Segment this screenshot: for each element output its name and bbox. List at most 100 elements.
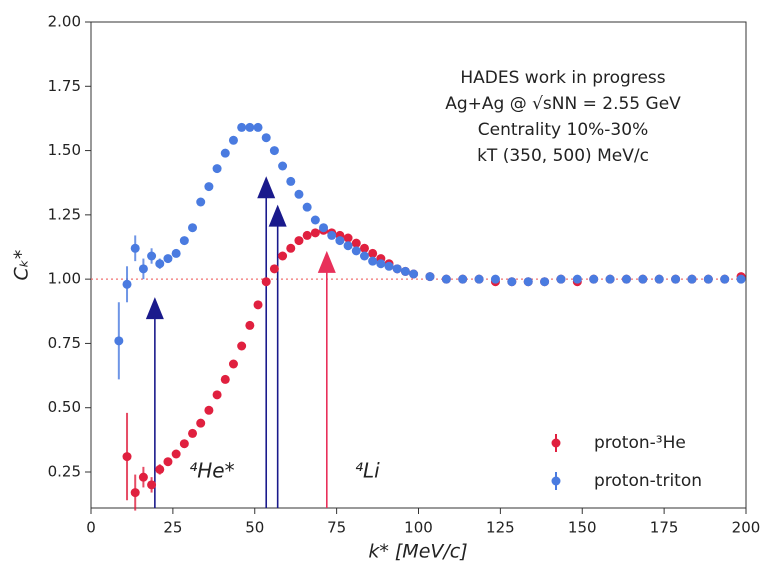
data-point: [687, 274, 697, 284]
data-point: [540, 277, 550, 287]
annotation: HADES work in progress: [460, 68, 665, 88]
data-point: [359, 243, 369, 253]
data-point: [220, 374, 230, 384]
y-tick-label: 1.50: [48, 141, 81, 159]
data-point: [261, 277, 271, 287]
data-point: [269, 146, 279, 156]
x-tick-label: 200: [732, 519, 761, 537]
annotation: Centrality 10%-30%: [478, 120, 648, 140]
data-point: [703, 274, 713, 284]
data-point: [654, 274, 664, 284]
x-tick-label: 150: [568, 519, 597, 537]
data-point: [179, 236, 189, 246]
y-tick-label: 0.75: [48, 334, 81, 352]
x-tick-label: 175: [650, 519, 679, 537]
data-point: [196, 197, 206, 207]
data-point: [138, 472, 148, 482]
legend-label: proton-³He: [594, 433, 686, 453]
legend-marker: [551, 476, 561, 486]
y-axis-label: Cₖ*: [11, 250, 33, 281]
data-point: [155, 259, 165, 269]
data-point: [228, 135, 238, 145]
data-point: [171, 449, 181, 459]
data-point: [204, 405, 214, 415]
data-point: [327, 230, 337, 240]
arrow-head: [317, 250, 336, 273]
data-point: [237, 122, 247, 132]
data-point: [212, 164, 222, 174]
data-point: [163, 254, 173, 264]
data-point: [523, 277, 533, 287]
annotation: Ag+Ag @ √sNN = 2.55 GeV: [445, 94, 681, 114]
data-point: [359, 251, 369, 261]
data-point: [310, 228, 320, 238]
data-point: [294, 189, 304, 199]
arrow-head: [268, 204, 287, 227]
data-point: [409, 269, 419, 279]
region-label: ⁴He*: [189, 459, 234, 483]
y-tick-label: 0.50: [48, 398, 81, 416]
data-point: [384, 261, 394, 271]
region-label: ⁴Li: [355, 459, 380, 483]
data-point: [343, 233, 353, 243]
data-point: [171, 248, 181, 258]
data-point: [261, 133, 271, 143]
data-point: [319, 223, 329, 233]
data-point: [212, 390, 222, 400]
data-point: [507, 277, 517, 287]
data-point: [147, 480, 157, 490]
data-point: [425, 272, 435, 282]
data-point: [556, 274, 566, 284]
data-point: [376, 259, 386, 269]
data-point: [720, 274, 730, 284]
arrow-head: [145, 297, 164, 320]
data-point: [490, 274, 500, 284]
data-point: [253, 300, 263, 310]
data-point: [138, 264, 148, 274]
data-point: [671, 274, 681, 284]
data-point: [130, 243, 140, 253]
data-point: [400, 266, 410, 276]
data-point: [368, 248, 378, 258]
x-tick-label: 50: [245, 519, 264, 537]
data-point: [188, 428, 198, 438]
data-point: [343, 241, 353, 251]
annotation: kT (350, 500) MeV/c: [477, 146, 649, 166]
data-point: [392, 264, 402, 274]
data-point: [621, 274, 631, 284]
data-point: [441, 274, 451, 284]
data-point: [269, 264, 279, 274]
data-point: [302, 230, 312, 240]
data-point: [286, 243, 296, 253]
x-tick-label: 0: [86, 519, 96, 537]
data-point: [589, 274, 599, 284]
y-tick-label: 1.00: [48, 270, 81, 288]
data-point: [286, 176, 296, 186]
arrow-head: [257, 176, 276, 199]
y-tick-label: 1.25: [48, 205, 81, 223]
x-tick-label: 75: [327, 519, 346, 537]
data-point: [179, 439, 189, 449]
y-tick-label: 0.25: [48, 463, 81, 481]
data-point: [204, 182, 214, 192]
data-point: [572, 274, 582, 284]
data-point: [220, 148, 230, 158]
data-point: [147, 251, 157, 261]
data-point: [130, 488, 140, 498]
data-point: [736, 274, 746, 284]
data-point: [351, 238, 361, 248]
x-tick-label: 25: [163, 519, 182, 537]
y-tick-label: 2.00: [48, 13, 81, 31]
x-axis-label: k* [MeV/c]: [368, 541, 467, 563]
legend-label: proton-triton: [594, 471, 702, 491]
data-point: [245, 320, 255, 330]
data-point: [351, 246, 361, 256]
data-point: [188, 223, 198, 233]
data-point: [278, 161, 288, 171]
x-tick-label: 100: [404, 519, 433, 537]
data-point: [163, 457, 173, 467]
data-point: [335, 236, 345, 246]
data-point: [458, 274, 468, 284]
data-point: [122, 452, 132, 462]
